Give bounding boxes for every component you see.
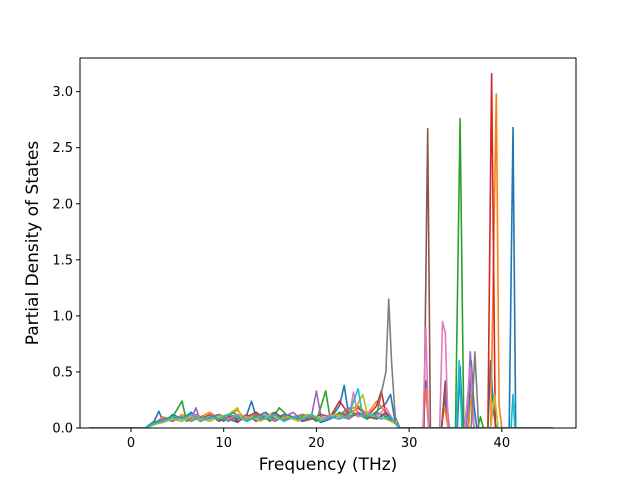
y-tick-label: 0.5 [52,365,73,380]
y-tick-label: 1.0 [52,309,73,324]
series-line-7 [89,320,553,428]
series-line-10 [89,359,553,428]
x-tick-label: 10 [215,436,232,451]
y-axis-ticks: 0.0 0.5 1.0 1.5 2.0 2.5 3.0 [52,85,80,437]
plot-frame [79,57,577,429]
series-line-5 [89,350,553,428]
y-tick-label: 1.5 [52,253,73,268]
x-tick-label: 30 [401,436,418,451]
series-line-9 [89,393,553,428]
y-axis-label: Partial Density of States [23,141,43,346]
x-tick-label: 40 [494,436,511,451]
y-tick-label: 2.5 [52,141,73,156]
y-tick-label: 3.0 [52,85,73,100]
y-tick-label: 2.0 [52,197,73,212]
x-tick-label: 0 [127,436,135,451]
series-line-8 [89,298,553,428]
y-tick-label: 0.0 [52,422,73,437]
x-tick-label: 20 [308,436,325,451]
x-axis-label: Frequency (THz) [259,455,398,475]
x-axis-ticks: 0 10 20 30 40 [127,428,510,451]
series-layer [89,72,553,428]
